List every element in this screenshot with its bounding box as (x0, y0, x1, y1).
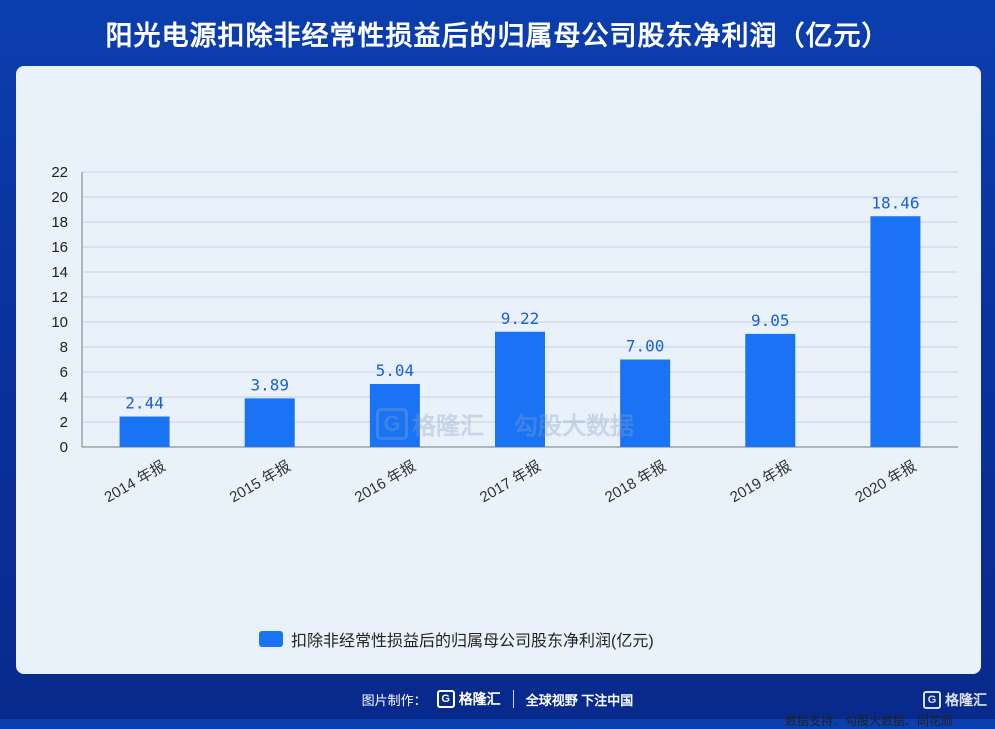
footer-brand: 格隆汇 (458, 691, 501, 707)
bar (495, 331, 545, 447)
legend-swatch (259, 631, 283, 647)
y-tick-label: 14 (51, 264, 68, 281)
data-label: 18.46 (871, 193, 919, 212)
x-tick-label: 2017 年报 (477, 458, 544, 506)
chart-legend: 扣除非经常性损益后的归属母公司股东净利润(亿元) (259, 627, 654, 651)
y-tick-label: 20 (51, 189, 68, 206)
bar (745, 333, 796, 447)
footer-made-by: 图片制作： (361, 692, 427, 708)
data-labels: 2.44 3.89 5.04 9.22 7.00 9.05 18.46 (125, 193, 919, 412)
footer-logo-icon: G (436, 690, 455, 708)
bar-chart: 0 2 4 6 8 10 12 14 16 18 20 22 2.44 3.89 5.04 9.22 7.00… (51, 164, 958, 506)
y-tick-label: 22 (51, 164, 68, 181)
bar (369, 384, 420, 447)
corner-logo: G 格隆汇 (923, 690, 987, 710)
data-label: 3.89 (250, 375, 289, 394)
y-axis-ticks: 0 2 4 6 8 10 12 14 16 18 20 22 (51, 164, 68, 456)
x-tick-label: 2015 年报 (227, 458, 294, 506)
x-tick-label: 2019 年报 (727, 458, 794, 506)
y-tick-label: 16 (51, 239, 68, 256)
y-tick-label: 18 (51, 214, 68, 231)
x-tick-label: 2020 年报 (852, 458, 919, 506)
chart-card: 0 2 4 6 8 10 12 14 16 18 20 22 2.44 3.89 5.04 9.22 7.00… (16, 66, 981, 728)
bar (119, 416, 170, 447)
corner-logo-icon: G (923, 691, 941, 709)
footer-slogan: 全球视野 下注中国 (525, 692, 634, 708)
bars (119, 216, 921, 447)
x-tick-label: 2018 年报 (602, 458, 669, 506)
x-tick-label: 2016 年报 (352, 458, 419, 506)
footer-divider (512, 690, 514, 708)
y-tick-label: 4 (60, 389, 68, 406)
y-tick-label: 6 (60, 364, 68, 381)
data-label: 2.44 (125, 394, 164, 413)
data-label: 9.22 (501, 309, 540, 328)
y-tick-label: 0 (60, 439, 68, 456)
x-tick-label: 2014 年报 (102, 458, 169, 506)
data-source: 数据支持：勾股大数据、同花顺 (784, 714, 953, 728)
y-tick-label: 10 (51, 314, 68, 331)
y-tick-label: 2 (60, 414, 68, 431)
x-axis-ticks: 2014 年报 2015 年报 2016 年报 2017 年报 2018 年报 2019 … (102, 458, 920, 506)
footer: 图片制作： G 格隆汇 全球视野 下注中国 (0, 684, 995, 714)
bar (244, 398, 295, 447)
corner-brand: 格隆汇 (945, 692, 987, 708)
bar (870, 216, 921, 447)
data-label: 5.04 (376, 361, 415, 380)
data-label: 9.05 (751, 311, 790, 330)
bar (620, 359, 671, 447)
y-tick-label: 8 (60, 339, 68, 356)
y-tick-label: 12 (51, 289, 68, 306)
legend-label: 扣除非经常性损益后的归属母公司股东净利润(亿元) (291, 633, 654, 650)
data-label: 7.00 (626, 337, 665, 356)
chart-title: 阳光电源扣除非经常性损益后的归属母公司股东净利润（亿元） (105, 21, 890, 51)
